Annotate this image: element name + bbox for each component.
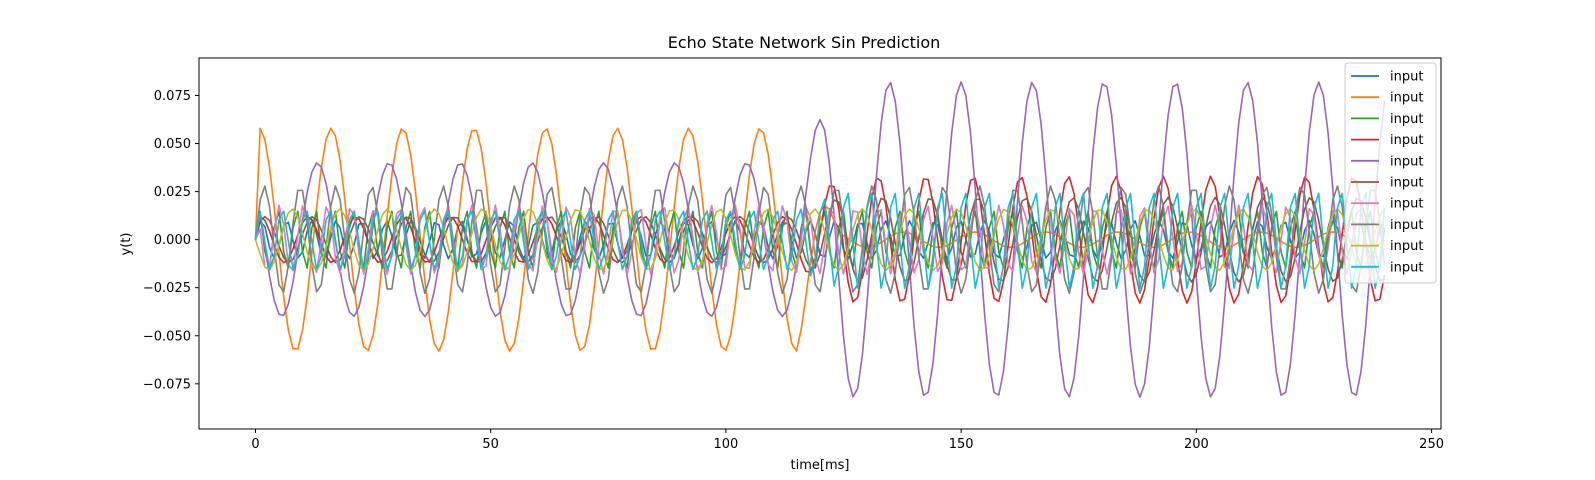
x-tick-label: 200 [1184, 437, 1209, 452]
legend-label-5: input [1390, 154, 1423, 169]
legend: input input input input input input input input… [1344, 62, 1437, 284]
series-line-10 [254, 192, 1386, 289]
y-tick-label: 0.075 [154, 89, 191, 104]
series-line-6 [254, 196, 1385, 283]
legend-label-3: input [1390, 112, 1423, 127]
series-line-8 [254, 185, 1386, 295]
legend-label-4: input [1390, 133, 1423, 148]
y-tick-label: −0.050 [143, 329, 191, 344]
x-axis-label: time[ms] [791, 458, 850, 473]
y-axis: 0.075 0.050 0.025 0.000 −0.025 −0.050 −0.075 [143, 89, 199, 392]
x-tick-label: 150 [949, 437, 974, 452]
legend-label-1: input [1390, 70, 1423, 85]
legend-label-9: input [1390, 239, 1423, 254]
y-tick-label: 0.050 [154, 137, 191, 152]
y-tick-label: −0.025 [143, 281, 191, 296]
y-tick-label: −0.075 [143, 377, 191, 392]
legend-label-6: input [1390, 176, 1423, 191]
x-axis: 0 50 100 150 200 250 [251, 429, 1444, 452]
axes-frame [198, 57, 1442, 430]
series-layer [254, 81, 1386, 399]
series-line-5 [254, 81, 1386, 399]
x-tick-label: 100 [713, 437, 738, 452]
legend-label-8: input [1390, 218, 1423, 233]
y-axis-label: y(t) [119, 233, 134, 256]
legend-label-2: input [1390, 91, 1423, 106]
y-tick-label: 0.000 [154, 233, 191, 248]
legend-label-7: input [1390, 197, 1423, 212]
x-tick-label: 50 [482, 437, 499, 452]
x-tick-label: 0 [251, 437, 259, 452]
plot-area [198, 57, 1442, 430]
legend-label-10: input [1390, 260, 1423, 275]
chart-title: Echo State Network Sin Prediction [668, 33, 941, 52]
y-tick-label: 0.025 [154, 185, 191, 200]
x-tick-label: 250 [1419, 437, 1444, 452]
